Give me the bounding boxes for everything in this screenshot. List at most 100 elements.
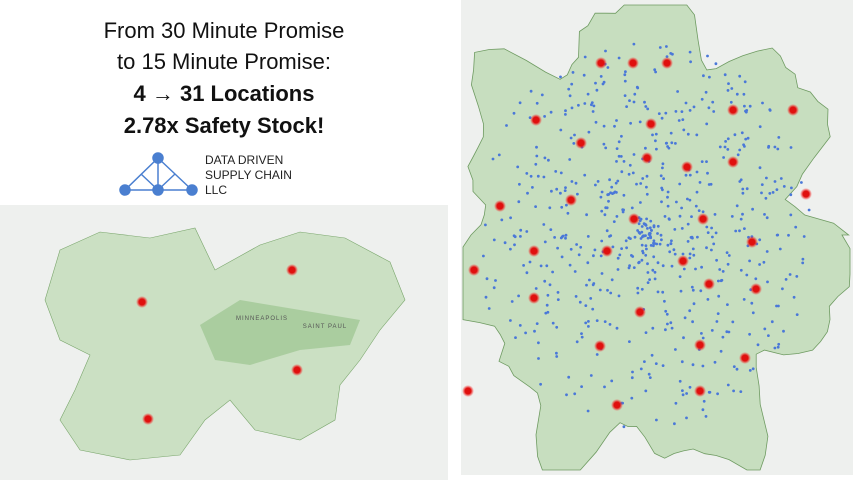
- customer: [644, 331, 648, 334]
- customer: [739, 268, 743, 272]
- logo-text: DATA DRIVEN: [205, 153, 283, 167]
- customer: [654, 70, 657, 74]
- customer: [651, 326, 655, 330]
- customer: [617, 154, 621, 158]
- customer: [711, 235, 714, 239]
- customer: [704, 90, 708, 94]
- customer: [644, 244, 648, 248]
- customer: [745, 187, 749, 191]
- customer: [612, 220, 616, 224]
- customer: [646, 262, 649, 266]
- customer: [625, 105, 628, 108]
- customer: [547, 158, 550, 162]
- customer: [715, 258, 718, 262]
- customer: [616, 179, 620, 183]
- customer: [591, 307, 595, 311]
- customer: [622, 425, 626, 429]
- customer: [524, 331, 527, 335]
- customer: [726, 137, 730, 141]
- customer: [641, 251, 645, 255]
- customer: [648, 278, 651, 281]
- customer: [614, 181, 618, 185]
- customer: [654, 139, 657, 143]
- customer: [652, 244, 655, 248]
- customer: [644, 105, 648, 108]
- customer: [789, 146, 793, 149]
- customer: [663, 299, 666, 303]
- customer: [674, 401, 678, 405]
- customer: [742, 92, 746, 96]
- customer: [717, 279, 720, 283]
- customer: [673, 252, 677, 256]
- customer: [750, 301, 754, 305]
- customer: [776, 345, 780, 349]
- customer: [553, 236, 556, 239]
- customer: [665, 45, 668, 48]
- customer: [580, 335, 584, 339]
- customer: [585, 213, 588, 217]
- customer: [599, 254, 603, 258]
- customer: [559, 171, 563, 175]
- customer: [686, 132, 690, 136]
- customer: [607, 199, 610, 203]
- customer: [620, 134, 623, 138]
- customer: [649, 236, 653, 240]
- customer: [681, 393, 685, 397]
- customer: [741, 212, 744, 216]
- customer: [661, 364, 665, 367]
- customer: [690, 215, 693, 219]
- customer: [744, 137, 748, 141]
- customer: [691, 320, 694, 324]
- customer: [674, 348, 677, 351]
- customer: [717, 294, 721, 298]
- customer: [635, 85, 639, 89]
- customer: [702, 74, 705, 78]
- customer: [702, 399, 706, 403]
- customer: [746, 136, 750, 140]
- customer: [751, 207, 754, 211]
- customer: [605, 229, 609, 233]
- customer: [680, 110, 684, 113]
- customer: [567, 87, 571, 91]
- customer: [656, 232, 659, 235]
- customer: [583, 55, 587, 59]
- location: [575, 137, 587, 149]
- customer: [593, 248, 597, 252]
- customer: [680, 206, 683, 210]
- customer: [529, 89, 533, 93]
- customer: [627, 266, 631, 270]
- customer: [756, 343, 760, 347]
- customer: [535, 154, 539, 158]
- customer: [686, 240, 690, 243]
- location: [494, 200, 506, 212]
- customer: [655, 147, 658, 151]
- customer: [741, 191, 745, 195]
- customer: [615, 215, 619, 218]
- customer: [678, 182, 682, 186]
- customer: [777, 342, 781, 346]
- customer: [781, 287, 784, 291]
- customer: [484, 295, 488, 299]
- customer: [647, 372, 651, 376]
- customer: [646, 107, 650, 111]
- customer: [686, 197, 689, 201]
- location: [800, 188, 812, 200]
- customer: [656, 261, 660, 265]
- customer: [652, 225, 656, 229]
- customer: [652, 239, 656, 243]
- customer: [615, 147, 619, 151]
- customer: [714, 231, 718, 235]
- customer: [637, 261, 640, 265]
- customer: [661, 264, 665, 268]
- customer: [512, 111, 516, 115]
- customer: [651, 268, 655, 272]
- customer: [658, 46, 662, 49]
- customer: [711, 100, 715, 104]
- customer: [544, 311, 548, 315]
- location: [677, 255, 689, 267]
- customer: [655, 418, 658, 422]
- customer: [705, 225, 709, 229]
- customer: [564, 113, 567, 116]
- customer: [518, 182, 521, 186]
- location: [530, 114, 542, 126]
